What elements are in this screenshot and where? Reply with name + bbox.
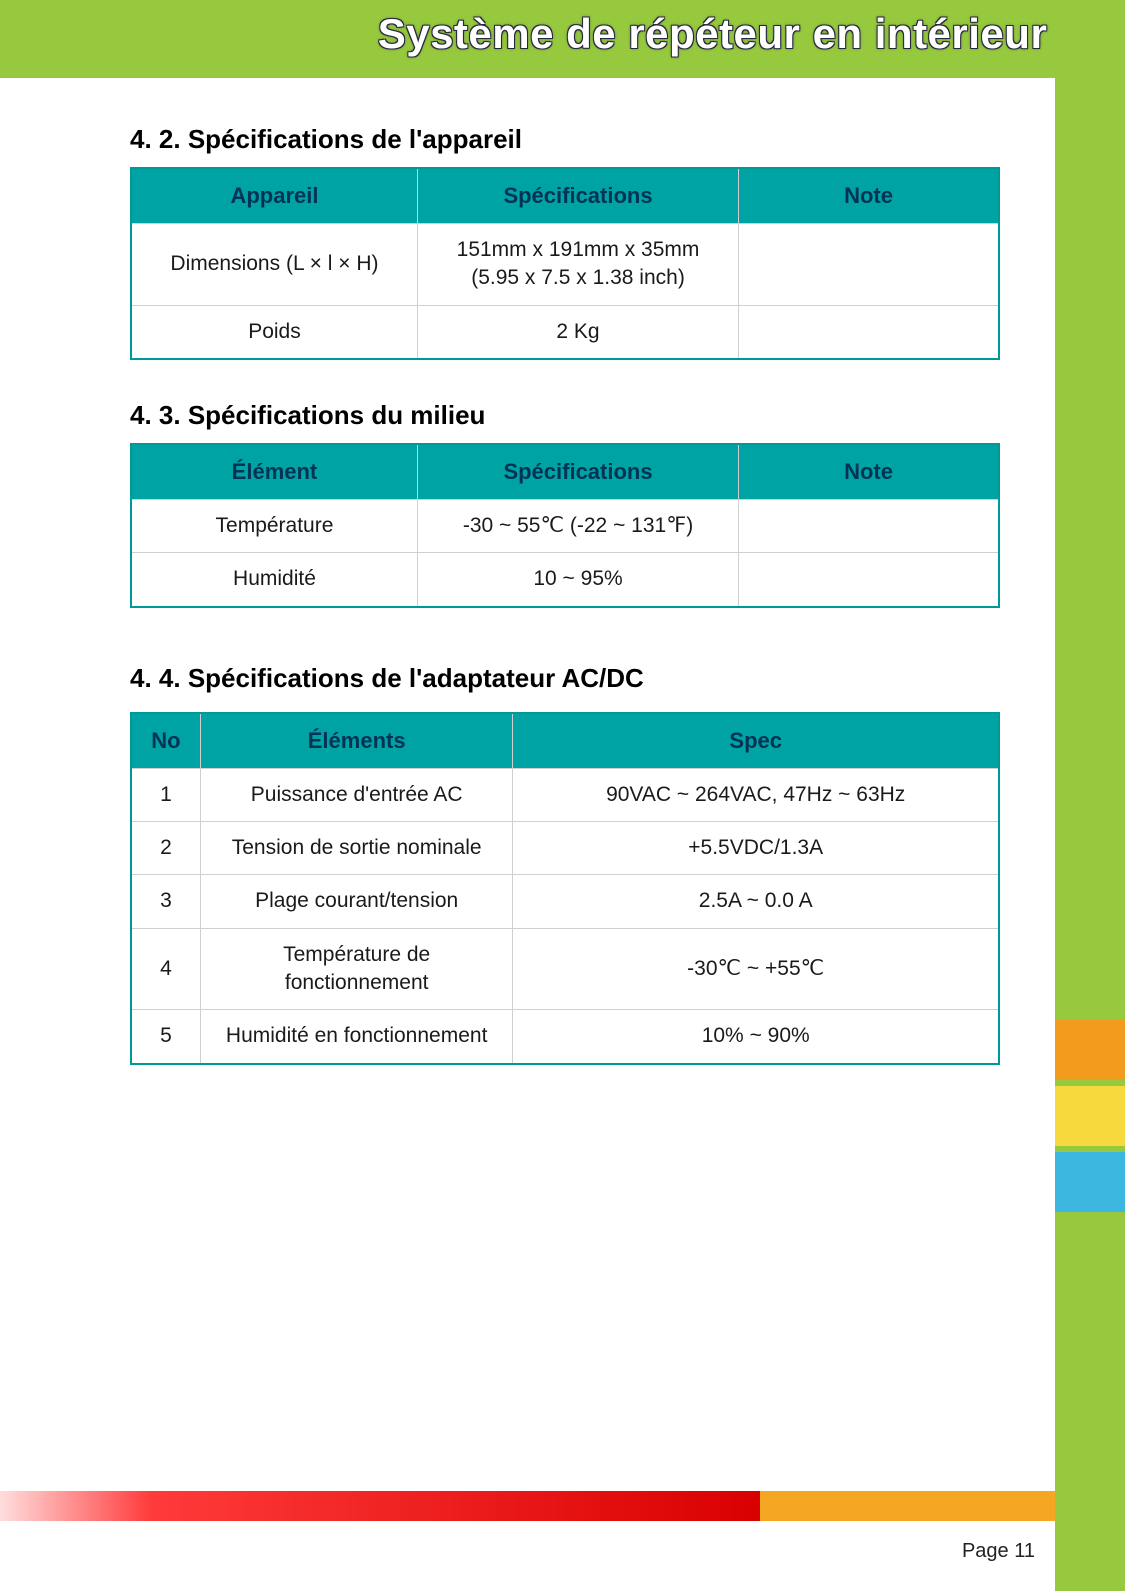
footer-orange bbox=[760, 1491, 1055, 1521]
col-spec: Spec bbox=[513, 713, 999, 769]
table-row: 5 Humidité en fonctionnement 10% ~ 90% bbox=[131, 1010, 999, 1064]
page-title: Système de répéteur en intérieur bbox=[0, 10, 1125, 58]
cell: 90VAC ~ 264VAC, 47Hz ~ 63Hz bbox=[513, 768, 999, 821]
table-row: 4 Température de fonctionnement -30℃ ~ +… bbox=[131, 928, 999, 1010]
cell: Poids bbox=[131, 305, 417, 359]
content-area: 4. 2. Spécifications de l'appareil Appar… bbox=[130, 100, 1000, 1065]
cell: Température bbox=[131, 500, 417, 553]
cell: 1 bbox=[131, 768, 200, 821]
table-row: Humidité 10 ~ 95% bbox=[131, 553, 999, 607]
col-note: Note bbox=[739, 444, 999, 500]
tab-orange bbox=[1055, 1020, 1125, 1080]
cell: 2.5A ~ 0.0 A bbox=[513, 875, 999, 928]
col-no: No bbox=[131, 713, 200, 769]
table-row: 3 Plage courant/tension 2.5A ~ 0.0 A bbox=[131, 875, 999, 928]
col-elements: Éléments bbox=[200, 713, 512, 769]
heading-4-2: 4. 2. Spécifications de l'appareil bbox=[130, 124, 1000, 155]
cell: 4 bbox=[131, 928, 200, 1010]
table-adapter: No Éléments Spec 1 Puissance d'entrée AC… bbox=[130, 712, 1000, 1065]
cell bbox=[739, 305, 999, 359]
table-appareil: Appareil Spécifications Note Dimensions … bbox=[130, 167, 1000, 360]
cell: 5 bbox=[131, 1010, 200, 1064]
cell: Humidité bbox=[131, 553, 417, 607]
col-spec: Spécifications bbox=[417, 444, 738, 500]
cell: Tension de sortie nominale bbox=[200, 822, 512, 875]
cell: Humidité en fonctionnement bbox=[200, 1010, 512, 1064]
page-number: Page 11 bbox=[962, 1540, 1035, 1563]
col-note: Note bbox=[739, 168, 999, 224]
footer-red bbox=[0, 1491, 760, 1521]
cell: Puissance d'entrée AC bbox=[200, 768, 512, 821]
cell: 3 bbox=[131, 875, 200, 928]
cell: 2 bbox=[131, 822, 200, 875]
heading-4-3: 4. 3. Spécifications du milieu bbox=[130, 400, 1000, 431]
col-spec: Spécifications bbox=[417, 168, 738, 224]
table-milieu: Élément Spécifications Note Température … bbox=[130, 443, 1000, 608]
tab-yellow bbox=[1055, 1086, 1125, 1146]
cell: Dimensions (L × l × H) bbox=[131, 224, 417, 306]
cell: 10% ~ 90% bbox=[513, 1010, 999, 1064]
cell: 151mm x 191mm x 35mm (5.95 x 7.5 x 1.38 … bbox=[417, 224, 738, 306]
cell: Plage courant/tension bbox=[200, 875, 512, 928]
tab-cyan bbox=[1055, 1152, 1125, 1212]
sidebar-green bbox=[1055, 0, 1125, 1591]
cell: -30℃ ~ +55℃ bbox=[513, 928, 999, 1010]
cell bbox=[739, 553, 999, 607]
table-row: Température -30 ~ 55℃ (-22 ~ 131℉) bbox=[131, 500, 999, 553]
side-tabs bbox=[1055, 1020, 1125, 1218]
col-appareil: Appareil bbox=[131, 168, 417, 224]
cell bbox=[739, 224, 999, 306]
table-row: 1 Puissance d'entrée AC 90VAC ~ 264VAC, … bbox=[131, 768, 999, 821]
table-row: 2 Tension de sortie nominale +5.5VDC/1.3… bbox=[131, 822, 999, 875]
cell: Température de fonctionnement bbox=[200, 928, 512, 1010]
col-element: Élément bbox=[131, 444, 417, 500]
table-row: Dimensions (L × l × H) 151mm x 191mm x 3… bbox=[131, 224, 999, 306]
cell bbox=[739, 500, 999, 553]
table-row: Poids 2 Kg bbox=[131, 305, 999, 359]
cell: 2 Kg bbox=[417, 305, 738, 359]
cell: -30 ~ 55℃ (-22 ~ 131℉) bbox=[417, 500, 738, 553]
heading-4-4: 4. 4. Spécifications de l'adaptateur AC/… bbox=[130, 663, 1000, 694]
footer-bar bbox=[0, 1491, 1055, 1521]
cell: 10 ~ 95% bbox=[417, 553, 738, 607]
cell: +5.5VDC/1.3A bbox=[513, 822, 999, 875]
